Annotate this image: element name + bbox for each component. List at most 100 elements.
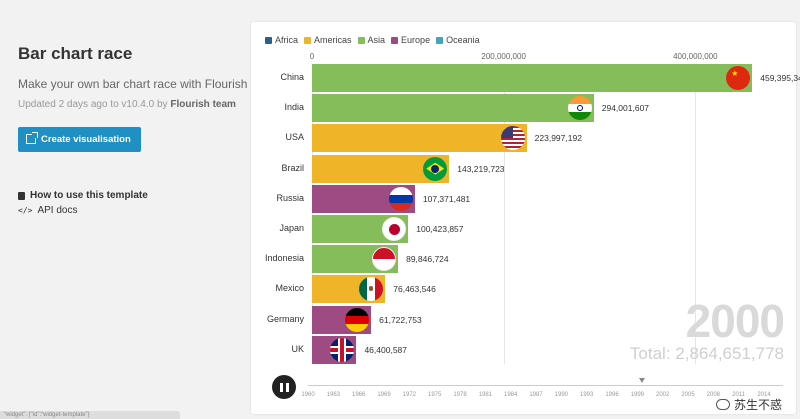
how-to-link[interactable]: How to use this template xyxy=(18,190,248,201)
template-updated-info: Updated 2 days ago to v10.4.0 by Flouris… xyxy=(18,99,248,110)
bar-row: Mexico 76,463,546 xyxy=(251,275,796,304)
timeline-slider[interactable] xyxy=(308,385,783,386)
wechat-icon xyxy=(715,399,730,410)
bar-category-label: India xyxy=(284,102,304,113)
legend-item-americas[interactable]: Americas xyxy=(304,35,352,45)
bar-row: China ★ 459,395,341 xyxy=(251,64,800,92)
timeline-tick-label: 2005 xyxy=(681,392,695,398)
legend-label: Europe xyxy=(401,35,431,45)
timeline-tick-label: 2002 xyxy=(655,392,670,398)
api-docs-link[interactable]: </> API docs xyxy=(18,205,248,216)
bar-row: Indonesia 89,846,724 xyxy=(251,245,796,274)
timeline-tick-label: 1987 xyxy=(529,392,543,398)
bar-value-label: 76,463,546 xyxy=(393,284,436,295)
bar-value-label: 100,423,857 xyxy=(416,224,464,234)
gridline xyxy=(312,64,313,364)
china-flag-icon: ★ xyxy=(726,66,751,90)
bar-row: Russia 107,371,481 xyxy=(251,184,796,213)
timeline-tick-label: 1993 xyxy=(579,392,594,398)
bar-india[interactable] xyxy=(312,94,594,123)
bar-value-label: 223,997,192 xyxy=(534,133,582,144)
legend-label: Africa xyxy=(275,35,299,45)
timeline-tick-label: 1981 xyxy=(478,392,493,398)
timeline-tick-label: 2014 xyxy=(757,392,771,398)
indonesia-flag-icon xyxy=(372,247,397,272)
bar-category-label: Russia xyxy=(276,192,304,203)
timeline-tick-label: 1984 xyxy=(503,392,518,398)
template-title: Bar chart race xyxy=(18,44,133,63)
create-visualisation-button[interactable]: Create visualisation xyxy=(18,127,141,152)
bar-category-label: Indonesia xyxy=(264,253,304,264)
create-visualisation-label: Create visualisation xyxy=(41,133,131,145)
status-bar: “widget”: {"id”:“widget-template”} xyxy=(0,411,180,419)
api-docs-label: API docs xyxy=(37,205,78,216)
current-year: 2000 xyxy=(685,295,785,347)
bar-category-label: Germany xyxy=(266,313,304,324)
bar-value-label: 459,395,341 xyxy=(760,73,800,83)
template-info-panel: Bar chart race Make your own bar chart r… xyxy=(18,44,248,220)
legend-item-oceania[interactable]: Oceania xyxy=(436,35,480,45)
uk-flag-icon xyxy=(330,337,355,362)
bar-row: UK 46,400,587 xyxy=(251,335,796,364)
pause-icon-bar xyxy=(279,382,283,392)
india-flag-icon xyxy=(567,96,592,121)
legend-swatch xyxy=(304,36,312,44)
bar-usa[interactable] xyxy=(312,124,527,153)
germany-flag-icon xyxy=(345,307,370,332)
timeline-handle[interactable] xyxy=(639,378,645,383)
bar-row: India 294,001,607 xyxy=(251,94,796,123)
pause-button[interactable] xyxy=(272,375,296,399)
legend-label: Asia xyxy=(367,35,386,45)
legend-label: Oceania xyxy=(446,35,480,45)
legend-swatch xyxy=(391,36,399,44)
bar-value-label: 107,371,481 xyxy=(422,193,471,204)
bar-category-label: Mexico xyxy=(275,283,304,294)
legend-swatch xyxy=(357,36,365,44)
x-tick-label: 200,000,000 xyxy=(481,52,526,61)
external-link-icon xyxy=(26,132,38,144)
legend-item-africa[interactable]: Africa xyxy=(265,35,298,45)
timeline-tick-label: 1996 xyxy=(605,392,619,398)
russia-flag-icon xyxy=(388,186,413,211)
chart-legend: Africa Americas Asia Europe Oceania xyxy=(265,35,480,45)
x-tick-label: 400,000,000 xyxy=(673,52,718,61)
legend-item-europe[interactable]: Europe xyxy=(391,35,430,45)
bar-row: Germany 61,722,753 xyxy=(251,305,796,334)
legend-item-asia[interactable]: Asia xyxy=(357,35,386,45)
bar-value-label: 46,400,587 xyxy=(364,344,407,355)
timeline-tick-label: 1975 xyxy=(427,392,442,398)
timeline-tick-label: 1960 xyxy=(301,392,315,398)
legend-swatch xyxy=(436,36,444,44)
timeline-tick-label: 2008 xyxy=(706,392,721,398)
usa-flag-icon xyxy=(500,126,525,151)
bar-row: USA 223,997,192 xyxy=(251,124,796,153)
bar-value-label: 61,722,753 xyxy=(379,314,422,325)
timeline-tick-label: 1990 xyxy=(554,392,569,398)
bar-china[interactable] xyxy=(312,64,753,92)
book-icon xyxy=(18,191,25,200)
timeline-tick-label: 1969 xyxy=(377,392,391,398)
timeline-tick-label: 1978 xyxy=(453,392,467,398)
watermark-text: 苏生不惑 xyxy=(733,398,782,412)
bar-category-label: UK xyxy=(291,343,304,354)
gridline xyxy=(695,64,697,364)
bar-category-label: Japan xyxy=(279,223,304,233)
bar-category-label: USA xyxy=(285,132,304,143)
brazil-flag-icon xyxy=(423,156,448,181)
bar-row: Brazil 143,219,723 xyxy=(251,154,796,183)
template-description: Make your own bar chart race with Flouri… xyxy=(18,77,248,91)
timeline-tick-label: 2011 xyxy=(732,392,746,398)
how-to-label: How to use this template xyxy=(30,190,148,201)
bar-row: Japan 100,423,857 xyxy=(251,215,796,243)
timeline-tick-label: 1966 xyxy=(351,392,366,398)
bar-value-label: 143,219,723 xyxy=(457,163,505,174)
bar-value-label: 294,001,607 xyxy=(601,103,650,114)
mexico-flag-icon xyxy=(359,277,384,302)
timeline-tick-label: 1999 xyxy=(630,392,645,398)
bar-category-label: Brazil xyxy=(281,162,304,173)
x-tick-label: 0 xyxy=(309,52,315,61)
chart-card: Africa Americas Asia Europe Oceania 0 200,000… xyxy=(251,22,800,414)
code-icon: </> xyxy=(18,206,33,215)
updated-author-link[interactable]: Flourish team xyxy=(170,99,236,110)
bar-category-label: China xyxy=(280,72,304,82)
